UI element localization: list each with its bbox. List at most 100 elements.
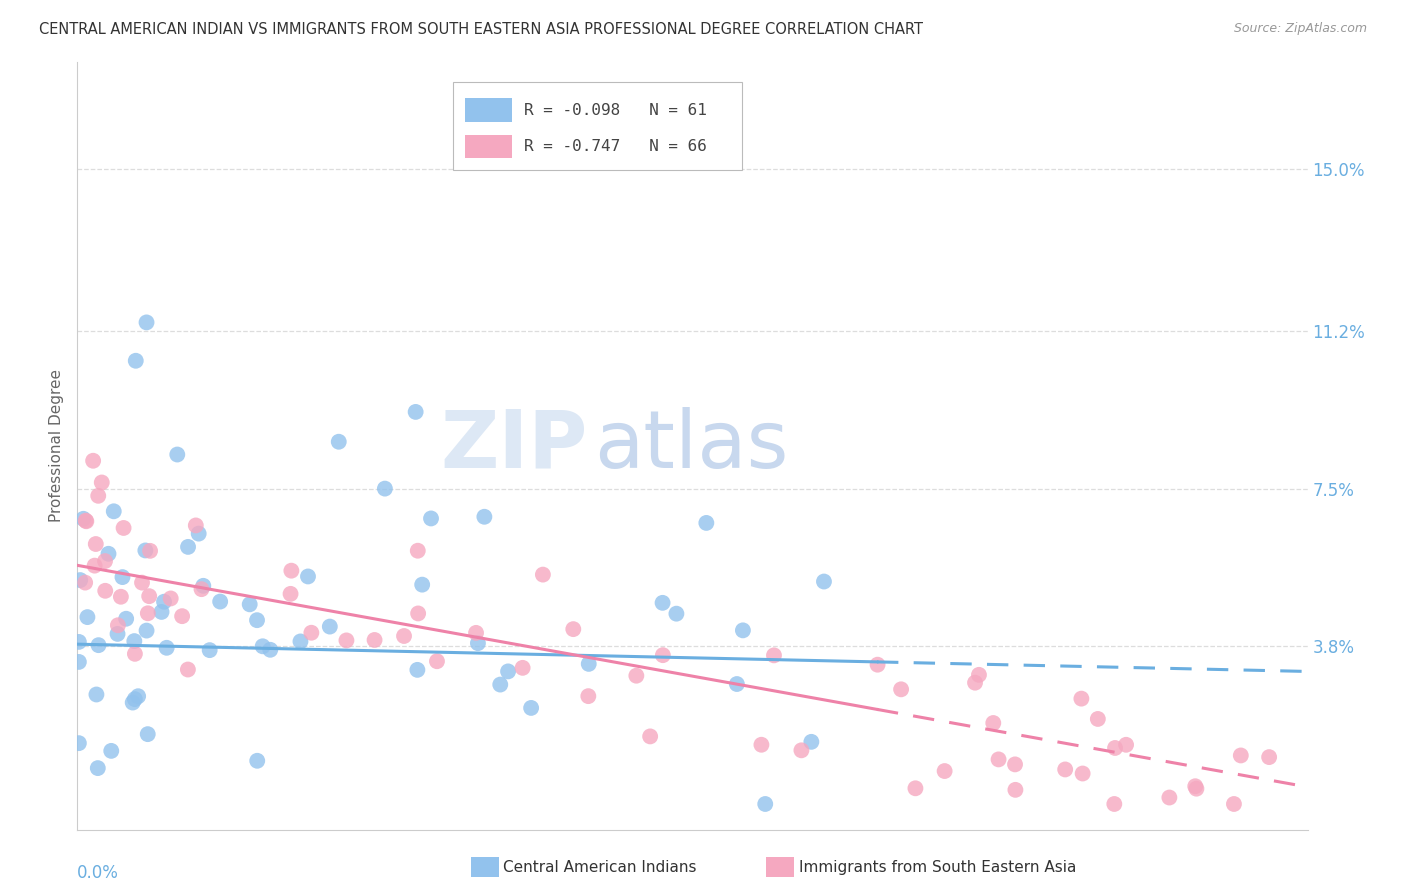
Point	[124, 692, 146, 706]
Point	[280, 587, 302, 601]
Point	[731, 624, 754, 638]
Point	[474, 509, 496, 524]
Point	[198, 643, 221, 657]
Point	[967, 668, 990, 682]
Point	[1223, 797, 1246, 811]
Point	[420, 511, 443, 525]
Point	[177, 663, 200, 677]
Point	[112, 521, 135, 535]
Point	[1185, 781, 1208, 796]
Point	[124, 634, 146, 648]
Point	[86, 688, 108, 702]
Point	[166, 448, 188, 462]
Point	[135, 624, 157, 638]
Point	[75, 514, 97, 528]
Point	[135, 315, 157, 329]
Point	[426, 654, 449, 668]
Point	[107, 618, 129, 632]
Point	[103, 504, 125, 518]
Point	[131, 575, 153, 590]
Point	[578, 657, 600, 671]
Point	[754, 797, 776, 811]
Point	[981, 716, 1004, 731]
Point	[695, 516, 717, 530]
Point	[239, 597, 262, 611]
Point	[319, 619, 342, 633]
Text: Central American Indians: Central American Indians	[503, 860, 697, 874]
Point	[1230, 748, 1253, 763]
Point	[489, 677, 512, 691]
Point	[94, 583, 117, 598]
Point	[115, 612, 138, 626]
Point	[159, 591, 181, 606]
Point	[467, 636, 489, 650]
Point	[562, 622, 585, 636]
Text: Source: ZipAtlas.com: Source: ZipAtlas.com	[1233, 22, 1367, 36]
Point	[512, 661, 534, 675]
Point	[1087, 712, 1109, 726]
Point	[406, 607, 429, 621]
Bar	[465, 136, 512, 158]
Point	[72, 512, 94, 526]
Point	[626, 669, 648, 683]
Point	[392, 629, 415, 643]
Point	[934, 764, 956, 778]
Point	[121, 696, 143, 710]
Point	[297, 569, 319, 583]
Point	[725, 677, 748, 691]
Point	[134, 543, 156, 558]
Point	[638, 730, 661, 744]
Text: R = -0.098   N = 61: R = -0.098 N = 61	[524, 103, 707, 118]
Y-axis label: Professional Degree: Professional Degree	[49, 369, 65, 523]
Text: atlas: atlas	[595, 407, 789, 485]
Point	[83, 558, 105, 573]
Text: 0.0%: 0.0%	[77, 864, 120, 882]
Point	[762, 648, 785, 663]
Point	[1159, 790, 1181, 805]
Point	[1184, 779, 1206, 793]
Point	[75, 575, 97, 590]
Point	[1115, 738, 1137, 752]
Point	[1054, 763, 1077, 777]
Point	[246, 754, 269, 768]
Point	[813, 574, 835, 589]
Point	[136, 727, 159, 741]
Point	[800, 735, 823, 749]
Point	[328, 434, 350, 449]
Point	[184, 518, 207, 533]
Point	[94, 554, 117, 568]
Point	[520, 701, 543, 715]
Point	[1004, 782, 1026, 797]
Point	[1004, 757, 1026, 772]
Point	[87, 761, 110, 775]
Point	[125, 353, 148, 368]
Point	[576, 689, 599, 703]
Point	[100, 744, 122, 758]
Point	[904, 781, 927, 796]
Point	[75, 514, 97, 528]
Point	[111, 570, 134, 584]
Text: Immigrants from South Eastern Asia: Immigrants from South Eastern Asia	[799, 860, 1076, 874]
Point	[531, 567, 554, 582]
Point	[363, 632, 385, 647]
Point	[84, 537, 107, 551]
Point	[1258, 750, 1281, 764]
Point	[76, 610, 98, 624]
Point	[465, 625, 488, 640]
Point	[963, 675, 986, 690]
Point	[87, 489, 110, 503]
Point	[1070, 691, 1092, 706]
Point	[90, 475, 112, 490]
Point	[177, 540, 200, 554]
Point	[335, 633, 357, 648]
Point	[156, 640, 179, 655]
Point	[209, 594, 232, 608]
Point	[153, 595, 176, 609]
Point	[496, 665, 519, 679]
Point	[136, 607, 159, 621]
Point	[405, 405, 427, 419]
Point	[246, 613, 269, 627]
Point	[651, 596, 673, 610]
Bar	[465, 98, 512, 121]
Point	[1104, 797, 1126, 811]
